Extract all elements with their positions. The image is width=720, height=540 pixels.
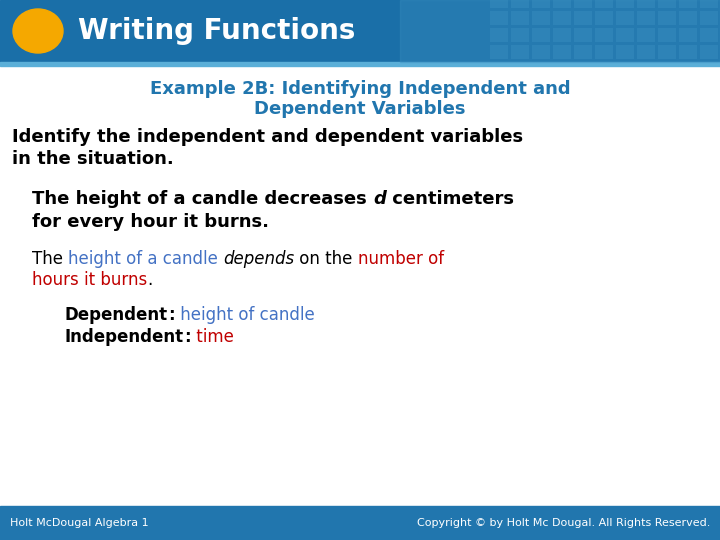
Bar xyxy=(679,0,697,8)
Text: height of a candle: height of a candle xyxy=(68,250,218,268)
Text: time: time xyxy=(191,328,233,346)
Bar xyxy=(553,45,571,59)
Bar xyxy=(574,11,592,25)
Bar xyxy=(616,28,634,42)
Bar xyxy=(637,28,655,42)
Bar xyxy=(679,28,697,42)
Bar xyxy=(574,0,592,8)
Text: Writing Functions: Writing Functions xyxy=(78,17,356,45)
Text: :: : xyxy=(184,328,191,346)
Bar xyxy=(595,11,613,25)
Text: hours it burns: hours it burns xyxy=(32,271,148,289)
Bar xyxy=(700,45,718,59)
Bar xyxy=(553,11,571,25)
Bar xyxy=(679,45,697,59)
Bar xyxy=(553,28,571,42)
Bar xyxy=(700,11,718,25)
Text: Copyright © by Holt Mc Dougal. All Rights Reserved.: Copyright © by Holt Mc Dougal. All Right… xyxy=(417,518,710,528)
Text: height of candle: height of candle xyxy=(175,306,315,324)
Bar xyxy=(400,0,720,62)
Text: The: The xyxy=(32,250,68,268)
Bar xyxy=(532,11,550,25)
Bar xyxy=(511,0,529,8)
Text: in the situation.: in the situation. xyxy=(12,150,174,168)
Bar xyxy=(658,45,676,59)
Bar xyxy=(532,0,550,8)
Bar xyxy=(595,0,613,8)
Bar xyxy=(595,28,613,42)
Bar xyxy=(700,28,718,42)
Bar xyxy=(658,28,676,42)
Text: centimeters: centimeters xyxy=(386,190,514,208)
Ellipse shape xyxy=(13,9,63,53)
Bar xyxy=(637,45,655,59)
Text: Holt McDougal Algebra 1: Holt McDougal Algebra 1 xyxy=(10,518,148,528)
Bar xyxy=(0,62,720,66)
Bar xyxy=(574,45,592,59)
Bar xyxy=(532,45,550,59)
Bar xyxy=(616,45,634,59)
Text: number of: number of xyxy=(358,250,444,268)
Bar xyxy=(637,11,655,25)
Text: for every hour it burns.: for every hour it burns. xyxy=(32,213,269,231)
Bar xyxy=(490,11,508,25)
Text: Dependent: Dependent xyxy=(65,306,168,324)
Text: depends: depends xyxy=(223,250,294,268)
Bar xyxy=(511,28,529,42)
Bar xyxy=(490,45,508,59)
Bar xyxy=(0,506,720,540)
Bar xyxy=(595,45,613,59)
Text: on the: on the xyxy=(294,250,358,268)
Bar xyxy=(679,11,697,25)
Bar xyxy=(616,0,634,8)
Bar xyxy=(511,45,529,59)
Bar xyxy=(511,11,529,25)
Bar xyxy=(637,0,655,8)
Bar xyxy=(490,0,508,8)
Bar xyxy=(616,11,634,25)
Text: d: d xyxy=(373,190,386,208)
Text: :: : xyxy=(168,306,175,324)
Bar xyxy=(490,28,508,42)
Bar xyxy=(553,0,571,8)
Bar xyxy=(0,0,720,62)
Text: Identify the independent and dependent variables: Identify the independent and dependent v… xyxy=(12,128,523,146)
Bar xyxy=(532,28,550,42)
Bar xyxy=(700,0,718,8)
Text: Independent: Independent xyxy=(65,328,184,346)
Bar xyxy=(658,0,676,8)
Bar xyxy=(658,11,676,25)
Text: Dependent Variables: Dependent Variables xyxy=(254,100,466,118)
Text: The height of a candle decreases: The height of a candle decreases xyxy=(32,190,373,208)
Text: Example 2B: Identifying Independent and: Example 2B: Identifying Independent and xyxy=(150,80,570,98)
Text: .: . xyxy=(148,271,153,289)
Bar xyxy=(574,28,592,42)
